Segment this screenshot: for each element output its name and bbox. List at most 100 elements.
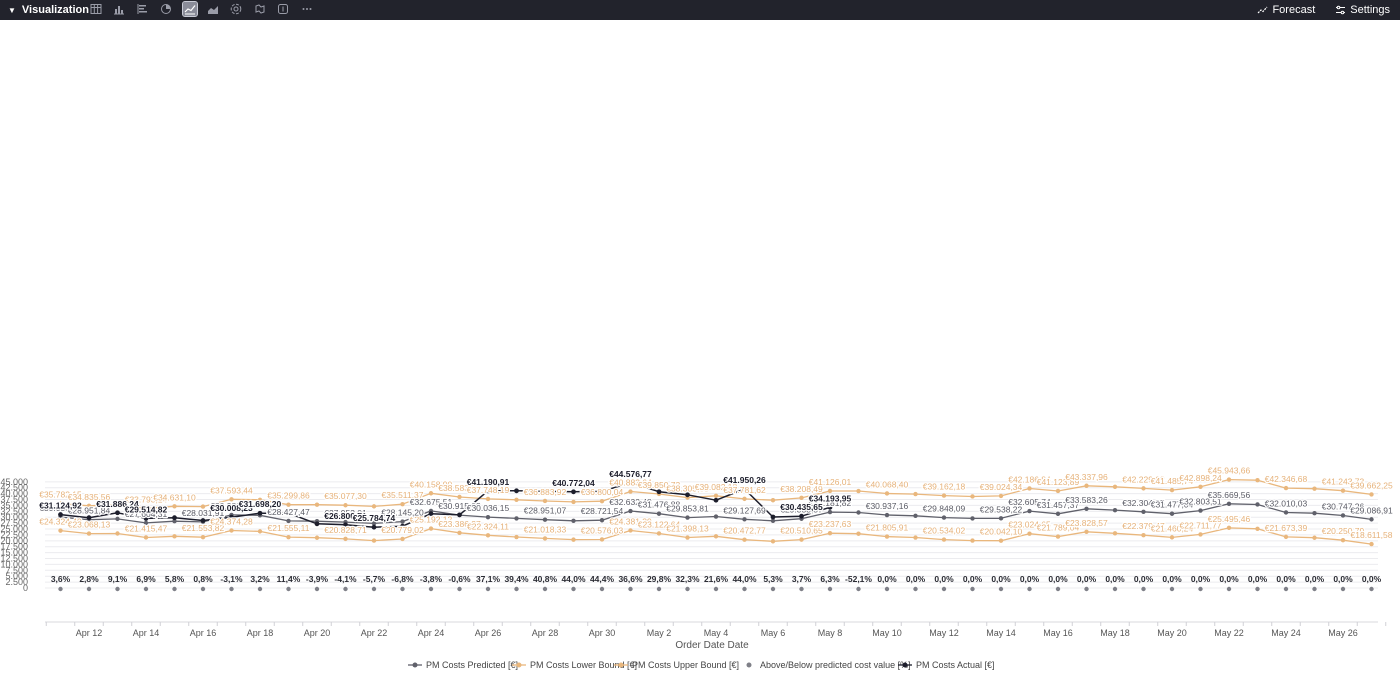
data-point	[1112, 531, 1118, 536]
collapse-caret-icon[interactable]: ▼	[8, 5, 16, 15]
data-label: €23.122,64	[638, 519, 681, 529]
x-tick-label: Apr 20	[304, 628, 331, 638]
legend-item: PM Costs Lower Bound [€]	[512, 660, 637, 670]
bar-line-chart-icon[interactable]	[136, 2, 150, 16]
percent-label: 5,3%	[763, 574, 783, 584]
percent-point	[1312, 586, 1317, 592]
percent-point	[742, 586, 747, 592]
data-label: €21.805,91	[866, 523, 909, 533]
percent-label: 3,7%	[792, 574, 812, 584]
y-tick-label: 45.000	[0, 477, 28, 487]
data-point	[400, 536, 405, 542]
legend-item: Above/Below predicted cost value [%]	[746, 660, 911, 670]
data-label: €30.915,03	[438, 501, 481, 511]
data-point	[827, 504, 833, 510]
data-label: €20.779,02	[381, 525, 424, 535]
percent-label: 0,0%	[1276, 574, 1296, 584]
percent-point	[884, 586, 890, 592]
x-tick-label: Apr 16	[190, 628, 217, 638]
data-label: €39.082,13	[695, 482, 738, 492]
data-label: €39.024,34	[980, 482, 1023, 492]
data-label: €39.162,18	[923, 482, 966, 492]
settings-sliders-icon	[1336, 5, 1346, 15]
data-point	[86, 531, 92, 536]
data-label: €21.018,33	[524, 524, 567, 534]
data-point	[257, 510, 263, 516]
x-tick-label: May 4	[704, 628, 729, 638]
percent-label: 44,0%	[561, 574, 586, 584]
forecast-button[interactable]: Forecast	[1257, 4, 1315, 16]
data-point	[542, 498, 548, 504]
more-icon[interactable]	[300, 2, 314, 16]
percent-point	[514, 586, 519, 592]
data-label: €29.086,91	[1350, 505, 1393, 515]
data-label: €33.583,26	[1065, 495, 1108, 505]
data-label: €41.123,89	[1037, 477, 1080, 487]
forecast-icon	[1258, 6, 1268, 14]
y-tick-label: 2.500	[5, 577, 28, 587]
data-point	[970, 516, 975, 521]
data-point	[1283, 485, 1289, 491]
toolbar-title-group[interactable]: ▼ Visualization	[8, 0, 89, 20]
data-point	[400, 523, 405, 529]
data-point	[1112, 507, 1118, 513]
percent-label: -4,1%	[334, 574, 357, 584]
data-point	[1141, 509, 1146, 514]
data-point	[514, 488, 519, 494]
data-point	[257, 529, 263, 534]
percent-label: -3,9%	[306, 574, 329, 584]
data-point	[713, 534, 719, 539]
data-point	[599, 537, 605, 542]
percent-point	[286, 586, 291, 592]
data-point	[742, 537, 747, 542]
data-point	[799, 537, 804, 542]
percent-label: 0,0%	[906, 574, 926, 584]
data-point	[941, 493, 947, 498]
data-point	[229, 497, 234, 502]
data-label: €38.208,49	[780, 484, 823, 494]
data-point	[172, 515, 177, 521]
data-label: €24.374,28	[210, 516, 253, 526]
data-point	[1141, 533, 1146, 538]
percent-label: 36,6%	[618, 574, 643, 584]
area-chart-icon[interactable]	[206, 2, 220, 16]
percent-point	[58, 586, 63, 592]
data-label: €29.358,57	[780, 505, 823, 515]
data-point	[1369, 541, 1374, 547]
data-point	[913, 513, 918, 519]
number-icon[interactable]	[276, 2, 290, 16]
geo-map-icon[interactable]	[253, 2, 267, 16]
data-point	[115, 531, 120, 536]
settings-button[interactable]: Settings	[1335, 4, 1390, 16]
data-label: €21.555,11	[268, 523, 310, 533]
pie-chart-icon[interactable]	[159, 2, 173, 16]
data-label: €30.747,26	[1322, 501, 1365, 511]
data-point	[343, 522, 348, 528]
data-point	[1340, 488, 1346, 493]
data-point	[884, 534, 890, 539]
percent-label: 40,8%	[533, 574, 558, 584]
line-chart-icon[interactable]	[181, 1, 198, 17]
data-label: €29.848,09	[923, 504, 966, 514]
y-tick-label: 42.500	[0, 483, 28, 493]
data-label: €23.828,57	[1065, 518, 1108, 528]
bar-chart-icon[interactable]	[112, 2, 126, 16]
legend-marker	[516, 662, 522, 668]
data-label: €20.042,10	[980, 527, 1023, 537]
percent-point	[656, 586, 662, 592]
percent-label: 0,0%	[1077, 574, 1097, 584]
legend-marker	[902, 662, 908, 668]
percent-point	[1169, 586, 1175, 592]
table-icon[interactable]	[89, 2, 103, 16]
data-point	[770, 539, 776, 544]
data-point	[58, 512, 63, 517]
x-tick-label: May 24	[1271, 628, 1301, 638]
percent-point	[172, 586, 177, 592]
percent-point	[770, 586, 776, 592]
y-tick-label: 7.500	[5, 565, 28, 575]
sunburst-icon[interactable]	[229, 2, 243, 16]
data-label: €18.611,58	[1351, 530, 1393, 540]
data-point	[1255, 526, 1260, 531]
data-point	[143, 506, 149, 511]
data-point	[941, 515, 947, 520]
